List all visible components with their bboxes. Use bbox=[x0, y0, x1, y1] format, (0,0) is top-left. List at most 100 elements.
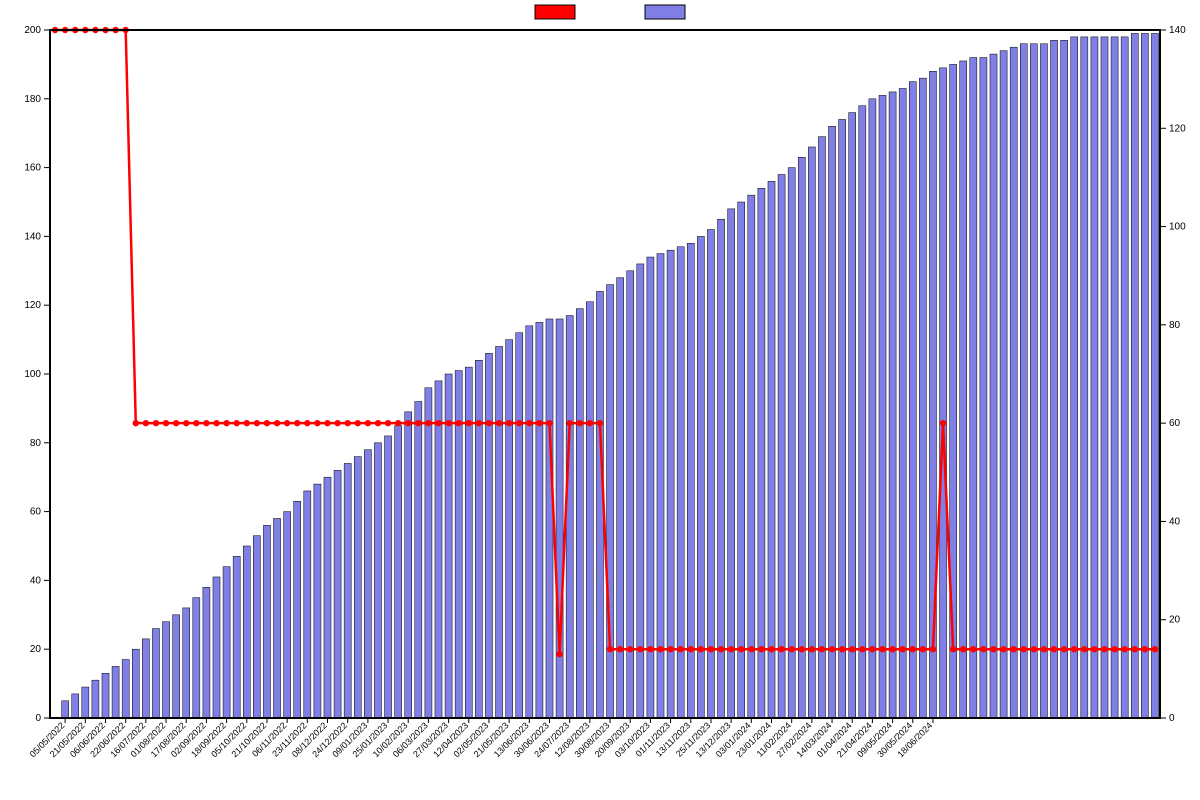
bar bbox=[304, 491, 311, 718]
bar bbox=[909, 82, 916, 718]
left-axis-tick-label: 140 bbox=[24, 231, 41, 242]
bar bbox=[62, 701, 69, 718]
bar bbox=[253, 536, 260, 718]
bar bbox=[405, 412, 412, 718]
bar bbox=[173, 615, 180, 718]
line-marker bbox=[163, 420, 169, 426]
bar bbox=[869, 99, 876, 718]
bar bbox=[576, 309, 583, 718]
line-marker bbox=[1081, 646, 1087, 652]
line-marker bbox=[344, 420, 350, 426]
line-marker bbox=[1071, 646, 1077, 652]
bar bbox=[1020, 44, 1027, 718]
bar bbox=[768, 181, 775, 718]
line-marker bbox=[960, 646, 966, 652]
bar bbox=[263, 525, 270, 718]
bar bbox=[506, 340, 513, 718]
bar bbox=[183, 608, 190, 718]
line-marker bbox=[445, 420, 451, 426]
bar bbox=[818, 137, 825, 718]
line-marker bbox=[738, 646, 744, 652]
bar bbox=[1131, 33, 1138, 718]
bar bbox=[223, 567, 230, 718]
bar bbox=[879, 95, 886, 718]
line-marker bbox=[153, 420, 159, 426]
left-axis-tick-label: 180 bbox=[24, 94, 41, 105]
line-marker bbox=[516, 420, 522, 426]
line-marker bbox=[294, 420, 300, 426]
bar bbox=[899, 88, 906, 718]
line-marker bbox=[577, 420, 583, 426]
bar bbox=[980, 58, 987, 718]
bar bbox=[203, 587, 210, 718]
bar bbox=[274, 518, 281, 718]
right-axis-tick-label: 80 bbox=[1169, 320, 1181, 331]
right-axis-tick-label: 40 bbox=[1169, 516, 1181, 527]
line-marker bbox=[809, 646, 815, 652]
bar bbox=[546, 319, 553, 718]
bar bbox=[607, 285, 614, 718]
line-marker bbox=[930, 646, 936, 652]
line-marker bbox=[274, 420, 280, 426]
line-marker bbox=[173, 420, 179, 426]
line-marker bbox=[819, 646, 825, 652]
line-marker bbox=[183, 420, 189, 426]
line-marker bbox=[587, 420, 593, 426]
legend-swatch bbox=[645, 5, 685, 19]
bar bbox=[385, 436, 392, 718]
line-marker bbox=[1021, 646, 1027, 652]
bar bbox=[728, 209, 735, 718]
line-marker bbox=[496, 420, 502, 426]
bar bbox=[808, 147, 815, 718]
bar bbox=[748, 195, 755, 718]
bar bbox=[314, 484, 321, 718]
bar bbox=[718, 219, 725, 718]
bar bbox=[566, 316, 573, 718]
line-marker bbox=[425, 420, 431, 426]
line-marker bbox=[1111, 646, 1117, 652]
bar bbox=[152, 629, 159, 718]
line-marker bbox=[748, 646, 754, 652]
line-marker bbox=[778, 646, 784, 652]
bar bbox=[1051, 40, 1058, 718]
line-marker bbox=[1010, 646, 1016, 652]
bar bbox=[940, 68, 947, 718]
bar bbox=[849, 113, 856, 718]
bar bbox=[142, 639, 149, 718]
bar bbox=[586, 302, 593, 718]
line-marker bbox=[1000, 646, 1006, 652]
line-marker bbox=[536, 420, 542, 426]
bar bbox=[82, 687, 89, 718]
bar bbox=[324, 477, 331, 718]
line-marker bbox=[193, 420, 199, 426]
line-marker bbox=[1091, 646, 1097, 652]
bar bbox=[960, 61, 967, 718]
bar bbox=[233, 556, 240, 718]
chart-container: 0204060801001201401601802000204060801001… bbox=[0, 0, 1200, 800]
bar bbox=[1071, 37, 1078, 718]
bar bbox=[102, 673, 109, 718]
line-marker bbox=[1101, 646, 1107, 652]
bar bbox=[1121, 37, 1128, 718]
line-marker bbox=[950, 646, 956, 652]
left-axis-tick-label: 20 bbox=[30, 644, 42, 655]
bar bbox=[536, 322, 543, 718]
line-marker bbox=[213, 420, 219, 426]
line-marker bbox=[375, 420, 381, 426]
bar bbox=[970, 58, 977, 718]
line-marker bbox=[768, 646, 774, 652]
bar bbox=[415, 402, 422, 718]
bar bbox=[284, 512, 291, 718]
bar bbox=[1000, 51, 1007, 718]
left-axis-tick-label: 40 bbox=[30, 575, 42, 586]
line-marker bbox=[1061, 646, 1067, 652]
line-marker bbox=[597, 420, 603, 426]
line-marker bbox=[546, 420, 552, 426]
dual-axis-bar-line-chart: 0204060801001201401601802000204060801001… bbox=[0, 0, 1200, 800]
bar bbox=[1010, 47, 1017, 718]
line-marker bbox=[799, 646, 805, 652]
left-axis-tick-label: 160 bbox=[24, 163, 41, 174]
line-marker bbox=[566, 420, 572, 426]
left-axis-tick-label: 0 bbox=[35, 713, 41, 724]
bar bbox=[425, 388, 432, 718]
